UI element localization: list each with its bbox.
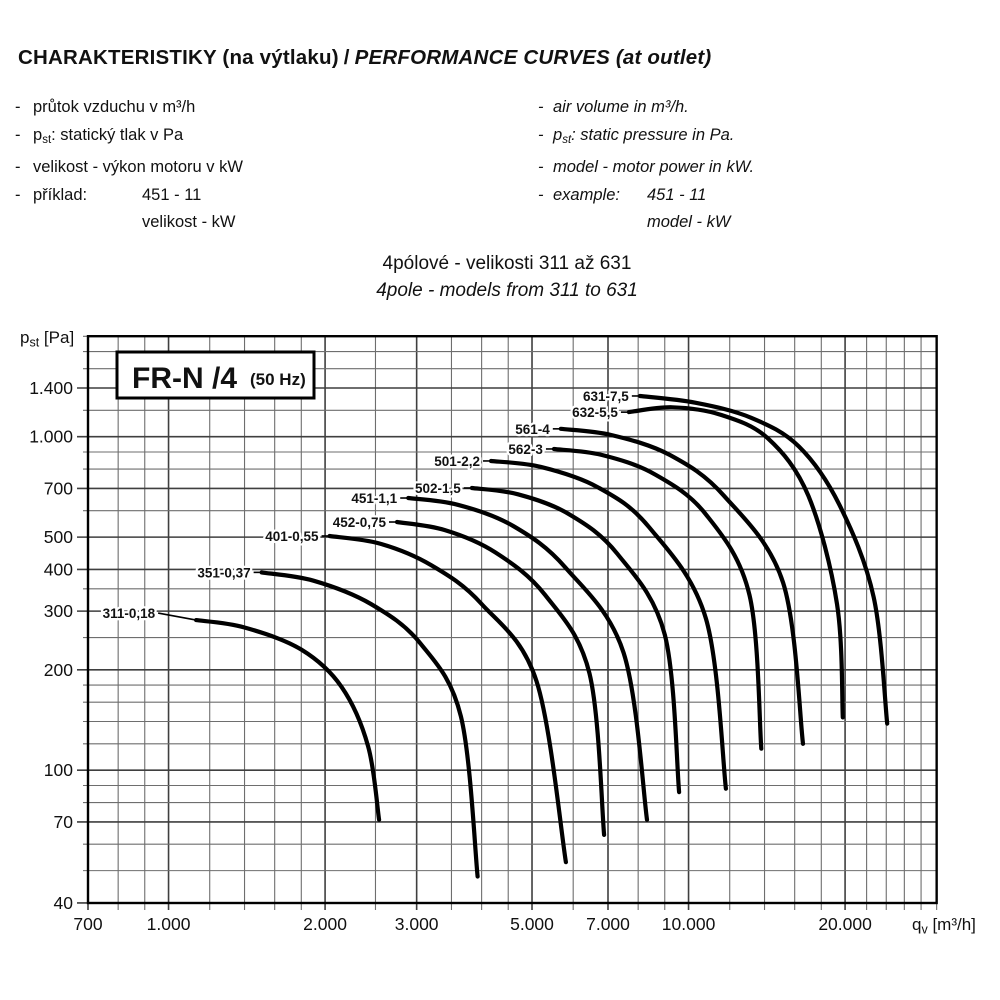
fan-curve-631-75	[637, 393, 890, 726]
curve-label-631-75: 631-7,5	[583, 389, 629, 404]
dash-bullet: -	[15, 125, 21, 144]
dash-bullet: -	[538, 98, 544, 116]
title-box-border	[115, 350, 316, 400]
legend-list-english: - air volume in m³/h. - pst: static pres…	[538, 94, 754, 237]
curve-label-351-037: 351-0,37	[197, 565, 250, 580]
curve-label-562-3: 562-3	[508, 442, 543, 457]
list-item-text: velikost - výkon motoru v kW	[33, 158, 243, 176]
list-item: - příklad: 451 - 11	[15, 182, 243, 210]
x-tick-label: 5.000	[510, 914, 554, 934]
fan-curve-452-075	[394, 519, 607, 837]
curve-label-501-22: 501-2,2	[434, 454, 480, 469]
y-axis-title: pst [Pa]	[20, 328, 74, 350]
legend-list-czech: - průtok vzduchu v m³/h - pst: statický …	[15, 94, 243, 237]
y-tick-label: 40	[54, 893, 74, 913]
fan-curve-561-4	[558, 426, 806, 746]
fan-curves	[194, 393, 890, 879]
subscript: st	[562, 133, 572, 146]
list-item: - velikost - výkon motoru v kW	[15, 154, 243, 182]
curve-label-502-15: 502-1,5	[415, 481, 461, 496]
curve-label-311-018: 311-0,18	[103, 606, 156, 621]
title-separator: /	[343, 46, 350, 69]
example-note: velikost - kW	[142, 213, 236, 231]
fan-curve-502-15	[469, 485, 682, 795]
page-title-czech: CHARAKTERISTIKY (na výtlaku)	[18, 46, 339, 69]
chart-subtitle: 4pólové - velikosti 311 až 631 4pole - m…	[207, 250, 807, 304]
x-tick-label: 20.000	[818, 914, 872, 934]
y-tick-label: 200	[44, 660, 73, 680]
example-value: 451 - 11	[142, 185, 202, 204]
chart-title-box: FR-N /4 (50 Hz)	[115, 350, 316, 400]
list-item: - pst: static pressure in Pa.	[538, 122, 754, 155]
chart-title: FR-N /4	[132, 362, 237, 395]
curve-label-561-4: 561-4	[515, 422, 550, 437]
list-item-text: pst: statický tlak v Pa	[33, 125, 184, 146]
example-note: model - kW	[647, 213, 731, 231]
dash-bullet: -	[15, 98, 21, 116]
x-tick-label: 2.000	[303, 914, 347, 934]
example-value: 451 - 11	[647, 185, 707, 204]
list-item: velikost - kW	[15, 209, 243, 237]
list-item-text: model - motor power in kW.	[553, 158, 755, 176]
y-tick-label: 100	[44, 760, 73, 780]
y-tick-label: 1.400	[29, 378, 73, 398]
fan-curve-401-055	[327, 533, 568, 865]
curve-label-451-11: 451-1,1	[351, 491, 397, 506]
example-label: příklad:	[33, 185, 88, 204]
x-tick-label: 7.000	[586, 914, 630, 934]
fan-curve-632-55	[626, 405, 845, 720]
y-tick-label: 1.000	[29, 427, 73, 447]
fan-curve-562-3	[551, 446, 764, 751]
y-tick-label: 700	[44, 478, 73, 498]
x-tick-label: 10.000	[662, 914, 716, 934]
example-label: example:	[553, 185, 620, 204]
dash-bullet: -	[15, 185, 21, 204]
list-item-text: pst: static pressure in Pa.	[553, 125, 735, 146]
dash-bullet: -	[538, 158, 544, 176]
list-item: - model - motor power in kW.	[538, 154, 754, 182]
list-item-text: průtok vzduchu v m³/h	[33, 98, 196, 116]
subscript: st	[42, 133, 52, 146]
dash-bullet: -	[538, 185, 544, 204]
subtitle-english: 4pole - models from 311 to 631	[376, 280, 638, 301]
fan-curve-311-018	[194, 618, 382, 822]
y-tick-label: 500	[44, 527, 73, 547]
curve-label-leader	[158, 612, 197, 621]
list-item: model - kW	[538, 209, 754, 237]
x-tick-label: 700	[73, 914, 102, 934]
curve-label-452-075: 452-0,75	[333, 515, 387, 530]
fan-curve-451-11	[406, 495, 650, 822]
x-tick-label: 3.000	[395, 914, 439, 934]
x-axis-title: qv [m³/h]	[912, 915, 976, 937]
dash-bullet: -	[538, 125, 544, 144]
page-title-english: PERFORMANCE CURVES (at outlet)	[354, 46, 712, 69]
chart-title-frequency: (50 Hz)	[250, 370, 306, 389]
dash-bullet: -	[15, 158, 21, 176]
list-item: - example: 451 - 11	[538, 182, 754, 210]
list-item: - průtok vzduchu v m³/h	[15, 94, 243, 122]
list-item: - air volume in m³/h.	[538, 94, 754, 122]
list-item-text: air volume in m³/h.	[553, 98, 689, 116]
y-tick-label: 400	[44, 559, 73, 579]
curve-labels: 311-0,18 351-0,37 401-0,55 452-0,75 451-1,1 5…	[100, 387, 640, 623]
list-item: - pst: statický tlak v Pa	[15, 122, 243, 155]
subtitle-czech: 4pólové - velikosti 311 až 631	[382, 253, 632, 274]
y-tick-label: 300	[44, 601, 73, 621]
fan-curve-501-22	[488, 458, 728, 791]
curve-label-401-055: 401-0,55	[265, 529, 319, 544]
fan-curve-351-037	[259, 570, 480, 879]
x-tick-label: 1.000	[147, 914, 191, 934]
y-tick-label: 70	[54, 812, 74, 832]
plot-frame	[86, 335, 938, 905]
page-title: CHARAKTERISTIKY (na výtlaku) / PERFORMANCE…	[18, 46, 711, 70]
curve-label-632-55: 632-5,5	[572, 405, 618, 420]
